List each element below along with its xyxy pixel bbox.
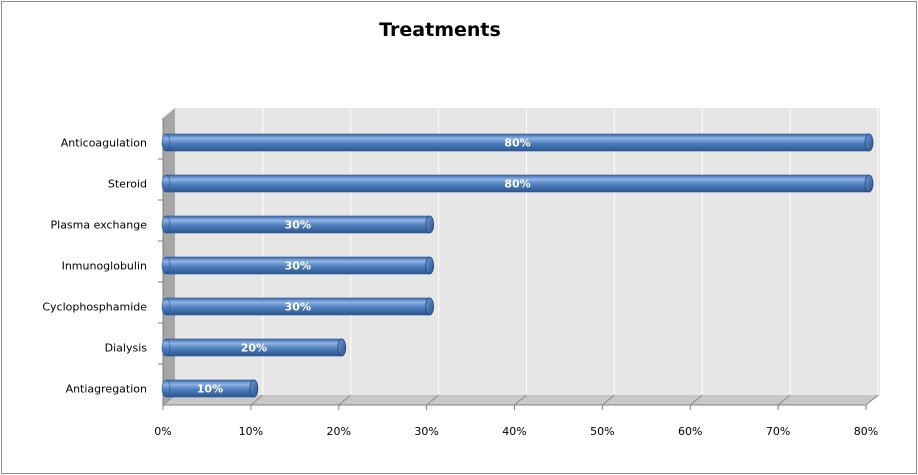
data-label: 20% (241, 342, 267, 355)
floor-gridline (250, 394, 264, 406)
bar-end-cap (425, 297, 435, 316)
category-label: Inmunoglobulin (62, 260, 147, 273)
bar-start-cap (161, 379, 171, 398)
x-tick-label: 60% (678, 425, 702, 438)
data-label: 30% (285, 219, 311, 232)
x-tick-label: 0% (154, 425, 171, 438)
plot-floor (163, 395, 880, 405)
data-label: 30% (285, 301, 311, 314)
x-tick-label: 40% (502, 425, 526, 438)
x-tick-label: 50% (590, 425, 614, 438)
bar-start-cap (161, 338, 171, 357)
category-label: Steroid (108, 178, 147, 191)
x-tick-label: 10% (239, 425, 263, 438)
bar-end-cap (249, 379, 259, 398)
x-tick-label: 70% (766, 425, 790, 438)
bar-end-cap (337, 338, 347, 357)
bar-start-cap (161, 297, 171, 316)
x-tick-label: 20% (327, 425, 351, 438)
data-label: 80% (504, 178, 530, 191)
x-tick-label: 30% (414, 425, 438, 438)
floor-gridline (689, 394, 703, 406)
floor-gridline (777, 394, 791, 406)
bar-end-cap (425, 215, 435, 234)
bar-end-cap (864, 174, 874, 193)
floor-gridline (426, 394, 439, 406)
category-label: Cyclophosphamide (42, 301, 147, 314)
chart-title: Treatments (379, 19, 501, 41)
floor-gridline (338, 394, 352, 406)
category-label: Antiagregation (66, 383, 147, 396)
category-label: Plasma exchange (51, 219, 148, 232)
data-label: 10% (197, 383, 223, 396)
floor-gridline (602, 394, 615, 406)
floor-gridline (865, 394, 879, 406)
x-tick-label: 80% (854, 425, 878, 438)
bar-start-cap (161, 133, 171, 152)
data-label: 30% (285, 260, 311, 273)
bar-start-cap (161, 174, 171, 193)
bar-end-cap (425, 256, 435, 275)
category-label: Anticoagulation (61, 137, 147, 150)
plot-side-wall (163, 108, 175, 405)
category-label: Dialysis (105, 342, 148, 355)
bar-end-cap (864, 133, 874, 152)
bar-start-cap (161, 215, 171, 234)
bar-start-cap (161, 256, 171, 275)
floor-gridline (514, 394, 527, 406)
data-label: 80% (504, 137, 530, 150)
